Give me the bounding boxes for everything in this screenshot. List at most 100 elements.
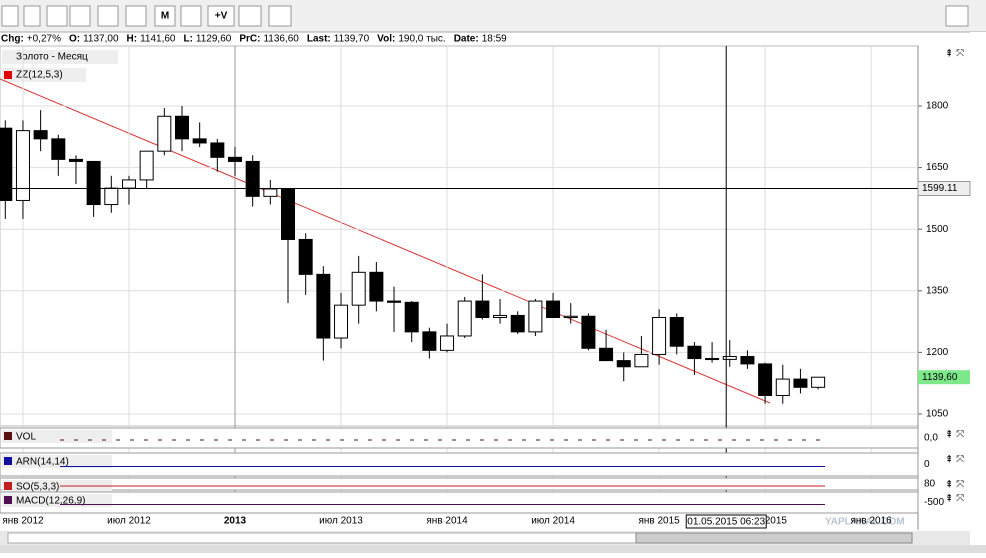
- x-tick-label: июл 2012: [107, 516, 151, 527]
- candle-body: [404, 301, 419, 333]
- toolbar-icons: [1, 5, 969, 27]
- panel-legend-box: [2, 430, 112, 443]
- candle-body: [793, 378, 808, 388]
- x-tick-label: 2013: [224, 516, 247, 527]
- x-tick-label: янв 2015: [638, 516, 680, 527]
- candle-body: [68, 158, 83, 162]
- candle-body: [33, 130, 48, 140]
- legend-swatch: [4, 71, 12, 79]
- candle-body: [210, 142, 225, 158]
- candle-body: [281, 188, 296, 240]
- watermark: YAPLAKAL.COM: [825, 517, 905, 528]
- info-value: 1141,60: [140, 34, 176, 45]
- button[interactable]: [207, 5, 235, 27]
- status-bar: [0, 545, 986, 553]
- candle-body: [263, 188, 278, 197]
- candle-body: [493, 314, 508, 318]
- candle-body: [0, 127, 13, 201]
- button[interactable]: [154, 5, 176, 27]
- indicator-panel: [0, 491, 919, 514]
- y-tick-label: 1050: [926, 409, 949, 420]
- panel-legend-box: [2, 494, 112, 507]
- info-bar: Chg: +0,27% O: 1137,00 H: 1141,60 L: 1129,60 PrC…: [1, 34, 507, 45]
- panel-swatch: [4, 432, 12, 440]
- info-value: 190,0 тыс.: [398, 34, 445, 45]
- button[interactable]: [97, 5, 119, 27]
- info-label: Last:: [307, 34, 331, 45]
- panel-legend-box: [2, 480, 112, 493]
- scroll-thumb[interactable]: [635, 532, 913, 544]
- button[interactable]: [238, 5, 262, 27]
- y-tick-label: 1350: [926, 285, 949, 296]
- toolbar: [0, 0, 986, 32]
- candle-body: [811, 376, 826, 388]
- info-label: O:: [69, 34, 80, 45]
- crosshair-date: 01.05.2015 06:23: [687, 517, 765, 528]
- candle-body: [758, 363, 773, 397]
- crosshair-date-box: [685, 514, 767, 529]
- candle-body: [298, 238, 313, 275]
- panel-label: ARN(14,14): [16, 457, 69, 468]
- info-value: 1139,70: [334, 34, 370, 45]
- panel-label: SO(5,3,3): [16, 482, 59, 493]
- indicator-panel: [0, 452, 919, 477]
- candle-body: [669, 316, 684, 347]
- toolbar-label: M: [161, 11, 169, 22]
- plot-area: [0, 45, 919, 427]
- scroll-track: [7, 532, 637, 544]
- button[interactable]: [46, 5, 68, 27]
- panel-swatch: [4, 457, 12, 465]
- button[interactable]: [125, 5, 147, 27]
- candle-body: [174, 115, 189, 140]
- candle-body: [192, 138, 207, 144]
- info-label: Date:: [454, 34, 479, 45]
- info-label: H:: [127, 34, 138, 45]
- info-value: +0,27%: [27, 34, 61, 45]
- x-tick-label: июл 2014: [531, 516, 575, 527]
- candle-body: [387, 300, 402, 303]
- candle-body: [581, 315, 596, 349]
- panel-label: MACD(12,26,9): [16, 496, 85, 507]
- candle-body: [599, 347, 614, 362]
- legend-label: Золото - Месяц: [16, 52, 88, 63]
- legend-box: [2, 50, 118, 64]
- button[interactable]: [23, 5, 41, 27]
- button[interactable]: [1, 5, 19, 27]
- candle-body: [157, 115, 172, 152]
- x-tick-label: июл 2013: [319, 516, 363, 527]
- candle-body: [616, 360, 631, 368]
- candle-body: [634, 353, 649, 368]
- indicator-panel: [0, 427, 919, 449]
- panel-control[interactable]: ⇞ ⤧: [945, 49, 964, 60]
- panel-label: VOL: [16, 432, 36, 443]
- candle-body: [369, 271, 384, 302]
- candle-body: [245, 160, 260, 197]
- button[interactable]: [268, 5, 292, 27]
- info-label: Vol:: [377, 34, 395, 45]
- candle-body: [722, 356, 737, 360]
- button[interactable]: [945, 5, 969, 27]
- info-value: 1136,60: [263, 34, 299, 45]
- candle-body: [422, 331, 437, 351]
- candle-body: [139, 150, 154, 181]
- candle-body: [104, 187, 119, 206]
- candle-body: [546, 300, 561, 318]
- x-tick-label: янв 2016: [850, 516, 892, 527]
- panel-tick: 80: [924, 479, 936, 490]
- crosshair-price-box: [917, 180, 971, 196]
- button[interactable]: [69, 5, 91, 27]
- panel-tick: 0,0: [924, 433, 938, 444]
- y-tick-label: 1800: [926, 101, 949, 112]
- candle-body: [316, 273, 331, 339]
- button[interactable]: [180, 5, 202, 27]
- panel-swatch: [4, 482, 12, 490]
- y-tick-label: 1200: [926, 347, 949, 358]
- candle-body: [440, 335, 455, 351]
- info-value: 1137,00: [83, 34, 119, 45]
- candle-body: [334, 304, 349, 339]
- x-tick-label: янв 2014: [426, 516, 468, 527]
- candle-body: [86, 160, 101, 206]
- candle-body: [528, 300, 543, 333]
- y-tick-label: 1500: [926, 224, 949, 235]
